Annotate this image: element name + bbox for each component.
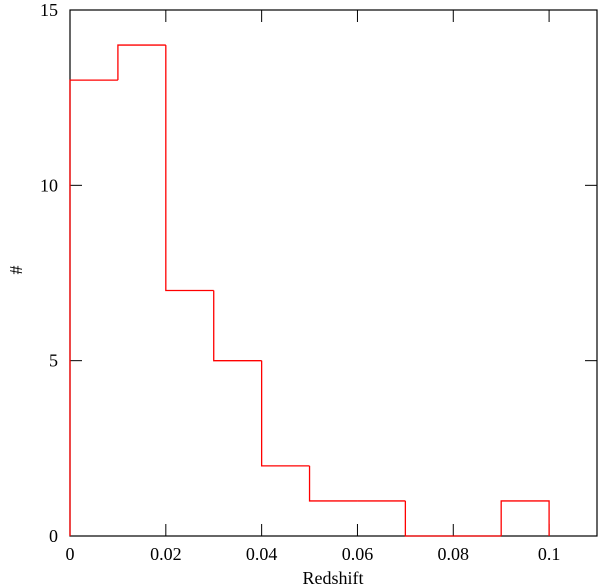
y-tick-label: 0 [49, 526, 58, 546]
x-tick-label: 0.06 [342, 544, 374, 564]
x-tick-label: 0.08 [438, 544, 470, 564]
histogram-bin [500, 500, 550, 536]
x-tick-label: 0 [66, 544, 75, 564]
y-tick-label: 15 [40, 0, 58, 20]
y-tick-label: 10 [40, 175, 58, 195]
histogram-bin [69, 79, 118, 536]
histogram-bin [165, 45, 214, 292]
histogram-bin [117, 44, 166, 81]
histogram-bin [213, 290, 262, 362]
x-axis-label: Redshift [303, 568, 364, 588]
x-tick-label: 0.04 [246, 544, 278, 564]
y-tick-label: 5 [49, 351, 58, 371]
x-tick-label: 0.1 [538, 544, 561, 564]
plot-frame [69, 9, 598, 537]
histogram-bin [308, 465, 358, 502]
y-axis-label: # [6, 266, 26, 275]
histogram-bin [260, 360, 310, 467]
histogram-bin [404, 500, 454, 537]
x-tick-label: 0.02 [150, 544, 182, 564]
